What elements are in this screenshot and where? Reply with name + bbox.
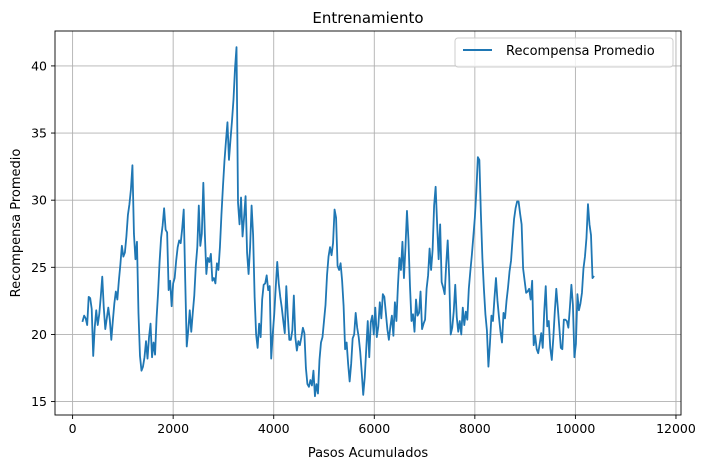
y-axis: 15 20 25 30 35 40 [31, 58, 55, 409]
x-axis: 0 2000 4000 6000 8000 10000 12000 [69, 415, 696, 436]
x-tick-label: 12000 [656, 421, 696, 436]
x-tick-label: 8000 [459, 421, 491, 436]
y-tick-label: 25 [31, 260, 47, 275]
legend-label: Recompensa Promedio [506, 44, 655, 59]
y-tick-label: 15 [31, 394, 47, 409]
x-tick-label: 0 [69, 421, 77, 436]
x-tick-label: 10000 [556, 421, 596, 436]
plot-frame [54, 30, 682, 416]
y-tick-label: 30 [31, 193, 47, 208]
legend: Recompensa Promedio [454, 37, 674, 68]
series-layer [81, 46, 595, 398]
y-tick-label: 20 [31, 327, 47, 342]
x-tick-label: 6000 [358, 421, 390, 436]
y-tick-label: 40 [31, 58, 47, 73]
x-tick-label: 4000 [258, 421, 290, 436]
x-axis-label: Pasos Acumulados [308, 446, 429, 461]
legend-box [454, 37, 674, 68]
series-line [81, 46, 595, 398]
y-tick-label: 35 [31, 126, 47, 141]
y-axis-label: Recompensa Promedio [9, 149, 24, 298]
x-tick-label: 2000 [157, 421, 189, 436]
chart-title: Entrenamiento [312, 9, 423, 27]
